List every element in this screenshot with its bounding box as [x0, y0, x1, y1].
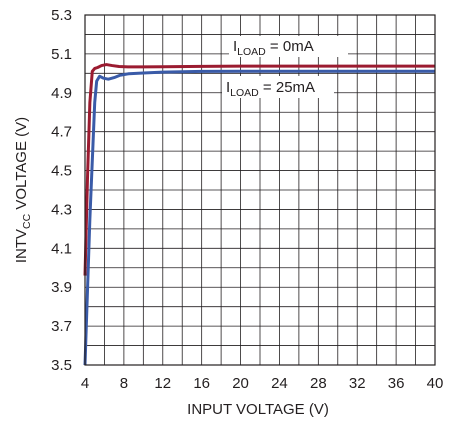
series-label-0ma-text: ILOAD = 0mA — [233, 38, 314, 58]
x-tick-label: 8 — [120, 375, 128, 392]
x-tick-label: 28 — [310, 375, 327, 392]
x-tick-label: 32 — [349, 375, 366, 392]
series-label-0ma: ILOAD = 0mA — [229, 36, 348, 58]
series-label-0ma-background — [229, 36, 348, 57]
y-axis-title-main: INTV — [13, 229, 30, 263]
series-label-25ma-background — [222, 76, 334, 98]
series-layer — [83, 63, 435, 366]
y-tick-label: 5.1 — [51, 46, 72, 63]
x-axis-title: INPUT VOLTAGE (V) — [187, 401, 329, 418]
x-tick-label: 24 — [271, 375, 288, 392]
plot-area — [83, 14, 436, 366]
series-label-25ma-sub: LOAD — [230, 87, 259, 99]
x-tick-label: 4 — [81, 375, 89, 392]
series-label-25ma-main: I — [226, 79, 230, 96]
series-line-iload-0ma — [83, 63, 435, 276]
x-tick-label: 20 — [232, 375, 249, 392]
y-axis-title-rest: VOLTAGE (V) — [13, 117, 30, 214]
x-tick-label: 40 — [427, 375, 444, 392]
y-axis-title-sub: CC — [21, 213, 33, 229]
x-tick-label: 12 — [154, 375, 171, 392]
y-tick-label: 5.3 — [51, 7, 72, 24]
x-tick-label: 36 — [388, 375, 405, 392]
y-tick-label: 4.3 — [51, 201, 72, 218]
y-tick-label: 4.9 — [51, 85, 72, 102]
y-tick-label: 4.5 — [51, 163, 72, 180]
series-line-iload-25ma — [83, 69, 435, 366]
grid — [85, 15, 435, 365]
plot-frame — [84, 14, 436, 366]
y-tick-label: 4.1 — [51, 240, 72, 257]
y-tick-label: 4.7 — [51, 124, 72, 141]
x-axis-tick-labels: 4 8 12 16 20 24 28 32 36 40 — [81, 375, 444, 392]
y-tick-label: 3.5 — [51, 357, 72, 374]
series-label-0ma-sub: LOAD — [237, 46, 266, 58]
series-label-0ma-main: I — [233, 38, 237, 55]
series-label-25ma: ILOAD = 25mA — [222, 76, 334, 99]
y-axis-tick-labels: 3.5 3.7 3.9 4.1 4.3 4.5 4.7 4.9 5.1 5.3 — [51, 7, 72, 374]
x-tick-label: 16 — [193, 375, 210, 392]
series-label-0ma-rest: = 0mA — [266, 38, 314, 55]
y-tick-label: 3.7 — [51, 318, 72, 335]
y-axis-title: INTVCC VOLTAGE (V) — [13, 117, 33, 263]
series-label-25ma-text: ILOAD = 25mA — [226, 79, 315, 99]
y-tick-label: 3.9 — [51, 279, 72, 296]
series-label-25ma-rest: = 25mA — [259, 79, 315, 96]
